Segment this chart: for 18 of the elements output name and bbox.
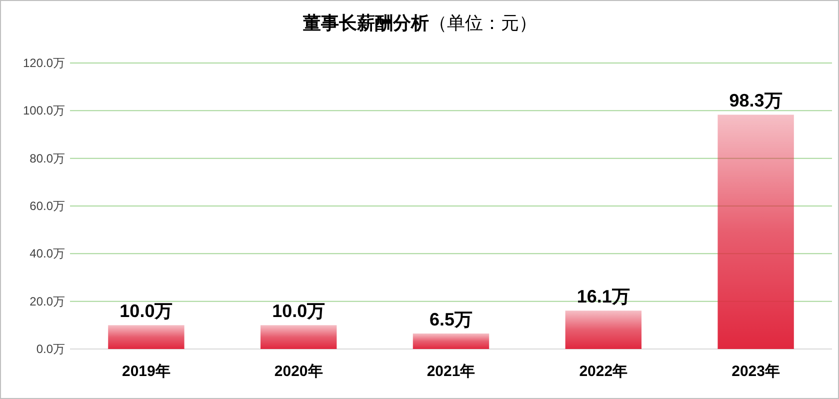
ytick-label: 100.0万 [22,104,65,118]
ytick-label: 40.0万 [30,246,65,261]
ytick-label: 60.0万 [30,199,65,213]
data-label: 98.3万 [729,90,782,111]
data-label: 16.1万 [576,286,630,307]
data-label: 10.0万 [272,301,326,322]
xtick-label: 2021年 [426,363,476,380]
ytick-label: 120.0万 [22,56,65,70]
ytick-label: 0.0万 [36,342,65,356]
data-label: 10.0万 [120,301,173,322]
xtick-label: 2019年 [122,363,170,380]
data-label: 6.5万 [429,310,473,330]
xtick-label: 2023年 [732,363,780,380]
title: 董事长薪酬分析（单位：元） [303,13,537,33]
xtick-label: 2022年 [579,363,628,380]
xtick-label: 2020年 [274,363,323,380]
ytick-label: 20.0万 [30,294,65,308]
ytick-label: 80.0万 [30,151,65,166]
